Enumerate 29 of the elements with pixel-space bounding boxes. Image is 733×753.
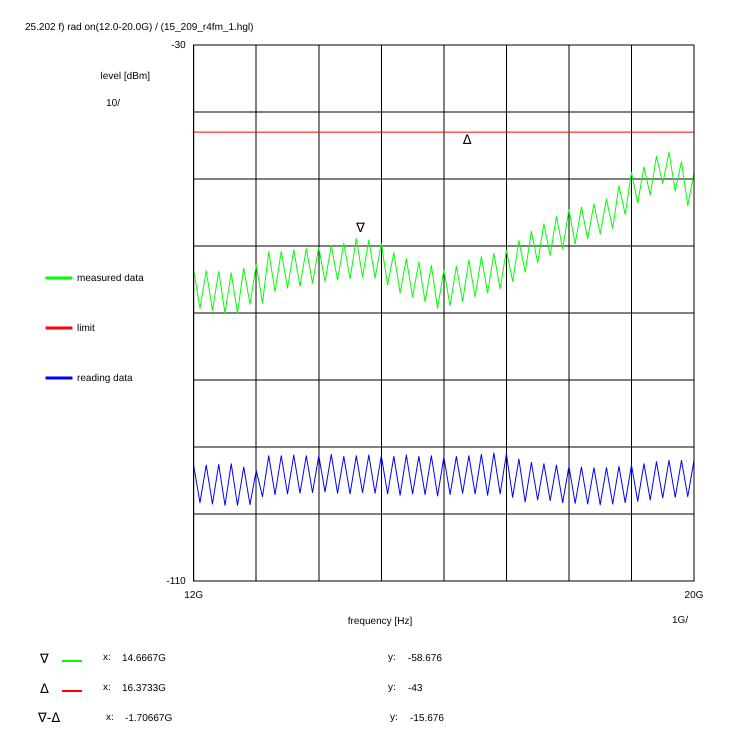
- x-axis-title: frequency [Hz]: [348, 616, 412, 628]
- text: -43: [408, 683, 422, 695]
- text: 10/: [106, 98, 120, 110]
- text: x:: [103, 652, 111, 664]
- text: -1.70667G: [125, 713, 172, 725]
- text: y:: [388, 652, 396, 664]
- text: x:: [103, 682, 111, 694]
- text: -58.676: [408, 653, 442, 665]
- y-tick-label: -30: [171, 40, 186, 51]
- text: 1G/: [672, 615, 688, 627]
- text: ∇: [40, 652, 49, 667]
- legend-label: measured data: [77, 272, 144, 284]
- text: y:: [388, 682, 396, 694]
- annotation: ∇: [355, 221, 366, 236]
- y-axis-title: level [dBm]: [100, 71, 150, 83]
- x-tick-label: 20G: [684, 590, 704, 601]
- text: x:: [106, 712, 114, 724]
- annotation: Δ: [462, 132, 472, 148]
- text: Δ: [40, 682, 49, 697]
- text: y:: [390, 712, 398, 724]
- text: ∇-Δ: [38, 711, 60, 726]
- text: -15.676: [410, 713, 444, 725]
- chart-title: 25.202 f) rad on(12.0-20.0G) / (15_209_r4fm_1.hgl): [25, 22, 254, 34]
- legend-label: reading data: [77, 372, 134, 384]
- x-tick-label: 12G: [184, 590, 204, 601]
- text: 14.6667G: [122, 653, 166, 665]
- y-tick-label: -110: [166, 576, 186, 587]
- text: 16.3733G: [122, 683, 166, 695]
- legend-label: limit: [77, 322, 95, 334]
